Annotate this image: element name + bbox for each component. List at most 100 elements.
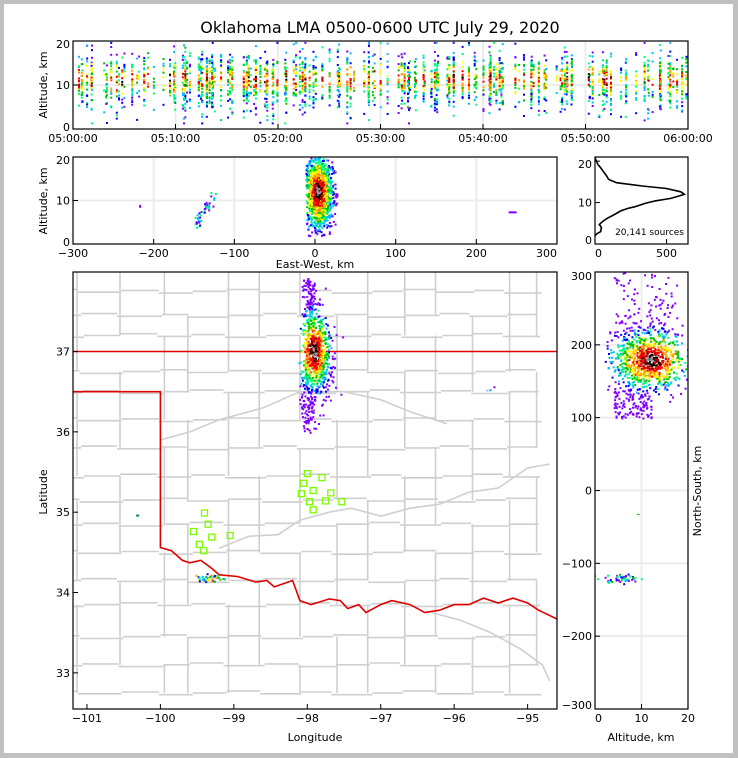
source-point: [559, 110, 562, 113]
source-point: [188, 86, 191, 88]
source-point: [322, 162, 325, 165]
source-point: [110, 90, 113, 93]
source-point: [605, 87, 608, 89]
source-point: [327, 224, 330, 227]
source-point: [363, 51, 366, 54]
source-point: [188, 63, 191, 66]
source-point: [310, 380, 313, 383]
source-point: [537, 109, 540, 112]
source-point: [658, 74, 661, 77]
source-point: [601, 71, 604, 74]
source-point: [338, 100, 341, 103]
source-point: [272, 58, 275, 61]
source-point: [319, 204, 321, 207]
source-point: [320, 375, 323, 378]
source-point: [407, 81, 409, 84]
source-point: [320, 163, 323, 166]
source-point: [294, 65, 297, 68]
source-point: [184, 64, 187, 67]
source-point: [603, 78, 606, 81]
source-point: [298, 92, 301, 95]
source-point: [201, 122, 204, 125]
source-point: [321, 335, 324, 338]
source-point: [588, 80, 591, 83]
source-point: [488, 85, 491, 88]
source-point: [685, 74, 688, 77]
source-point: [220, 72, 223, 75]
source-point: [86, 102, 89, 105]
source-point: [285, 99, 288, 102]
source-point: [81, 69, 84, 72]
source-point: [601, 69, 604, 71]
source-point: [123, 75, 126, 78]
source-point: [448, 104, 451, 107]
source-point: [452, 105, 455, 108]
source-point: [523, 68, 525, 71]
source-point: [601, 109, 604, 112]
source-point: [669, 74, 672, 77]
source-point: [86, 57, 89, 60]
source-point: [301, 370, 303, 373]
source-point: [316, 190, 319, 193]
source-point: [448, 100, 451, 103]
source-point: [110, 92, 113, 95]
source-point: [452, 114, 455, 117]
source-point: [570, 54, 573, 57]
source-point: [436, 65, 439, 68]
source-point: [254, 69, 257, 71]
source-point: [498, 77, 501, 80]
source-point: [570, 58, 573, 61]
source-point: [242, 110, 245, 113]
x-tick-label: −200: [139, 247, 169, 260]
source-point: [317, 309, 320, 312]
source-point: [610, 77, 612, 80]
source-point: [400, 63, 403, 66]
source-point: [305, 193, 308, 196]
source-point: [324, 208, 327, 210]
source-point: [308, 95, 311, 98]
source-point: [284, 91, 287, 94]
source-point: [408, 109, 410, 112]
source-point: [397, 84, 400, 87]
source-point: [326, 209, 329, 212]
source-point: [306, 206, 309, 209]
source-point: [231, 85, 234, 88]
source-point: [201, 94, 204, 97]
source-point: [436, 111, 439, 114]
source-point: [591, 97, 594, 100]
source-point: [321, 85, 324, 88]
source-point: [635, 83, 638, 86]
source-point: [672, 86, 675, 88]
source-point: [183, 122, 185, 125]
source-point: [495, 99, 498, 102]
source-point: [131, 78, 134, 81]
source-point: [197, 78, 200, 80]
source-point: [259, 89, 262, 92]
source-point: [400, 107, 403, 110]
source-point: [115, 53, 118, 56]
source-point: [482, 76, 485, 79]
source-point: [537, 103, 540, 106]
source-point: [103, 73, 106, 76]
source-point: [523, 79, 525, 82]
source-point: [625, 60, 628, 63]
source-point: [326, 226, 329, 229]
source-point: [493, 75, 495, 78]
source-point: [211, 61, 214, 64]
source-point: [311, 310, 313, 313]
source-point: [307, 398, 310, 401]
source-point: [242, 92, 245, 95]
source-point: [298, 69, 301, 72]
source-point: [566, 66, 569, 69]
source-point: [265, 100, 268, 103]
source-point: [659, 86, 662, 89]
source-point: [488, 51, 491, 54]
source-point: [162, 89, 165, 92]
source-point: [435, 94, 438, 97]
source-point: [118, 90, 120, 93]
source-point: [220, 59, 223, 62]
source-point: [305, 410, 308, 413]
source-point: [685, 78, 688, 80]
source-point: [570, 62, 573, 65]
